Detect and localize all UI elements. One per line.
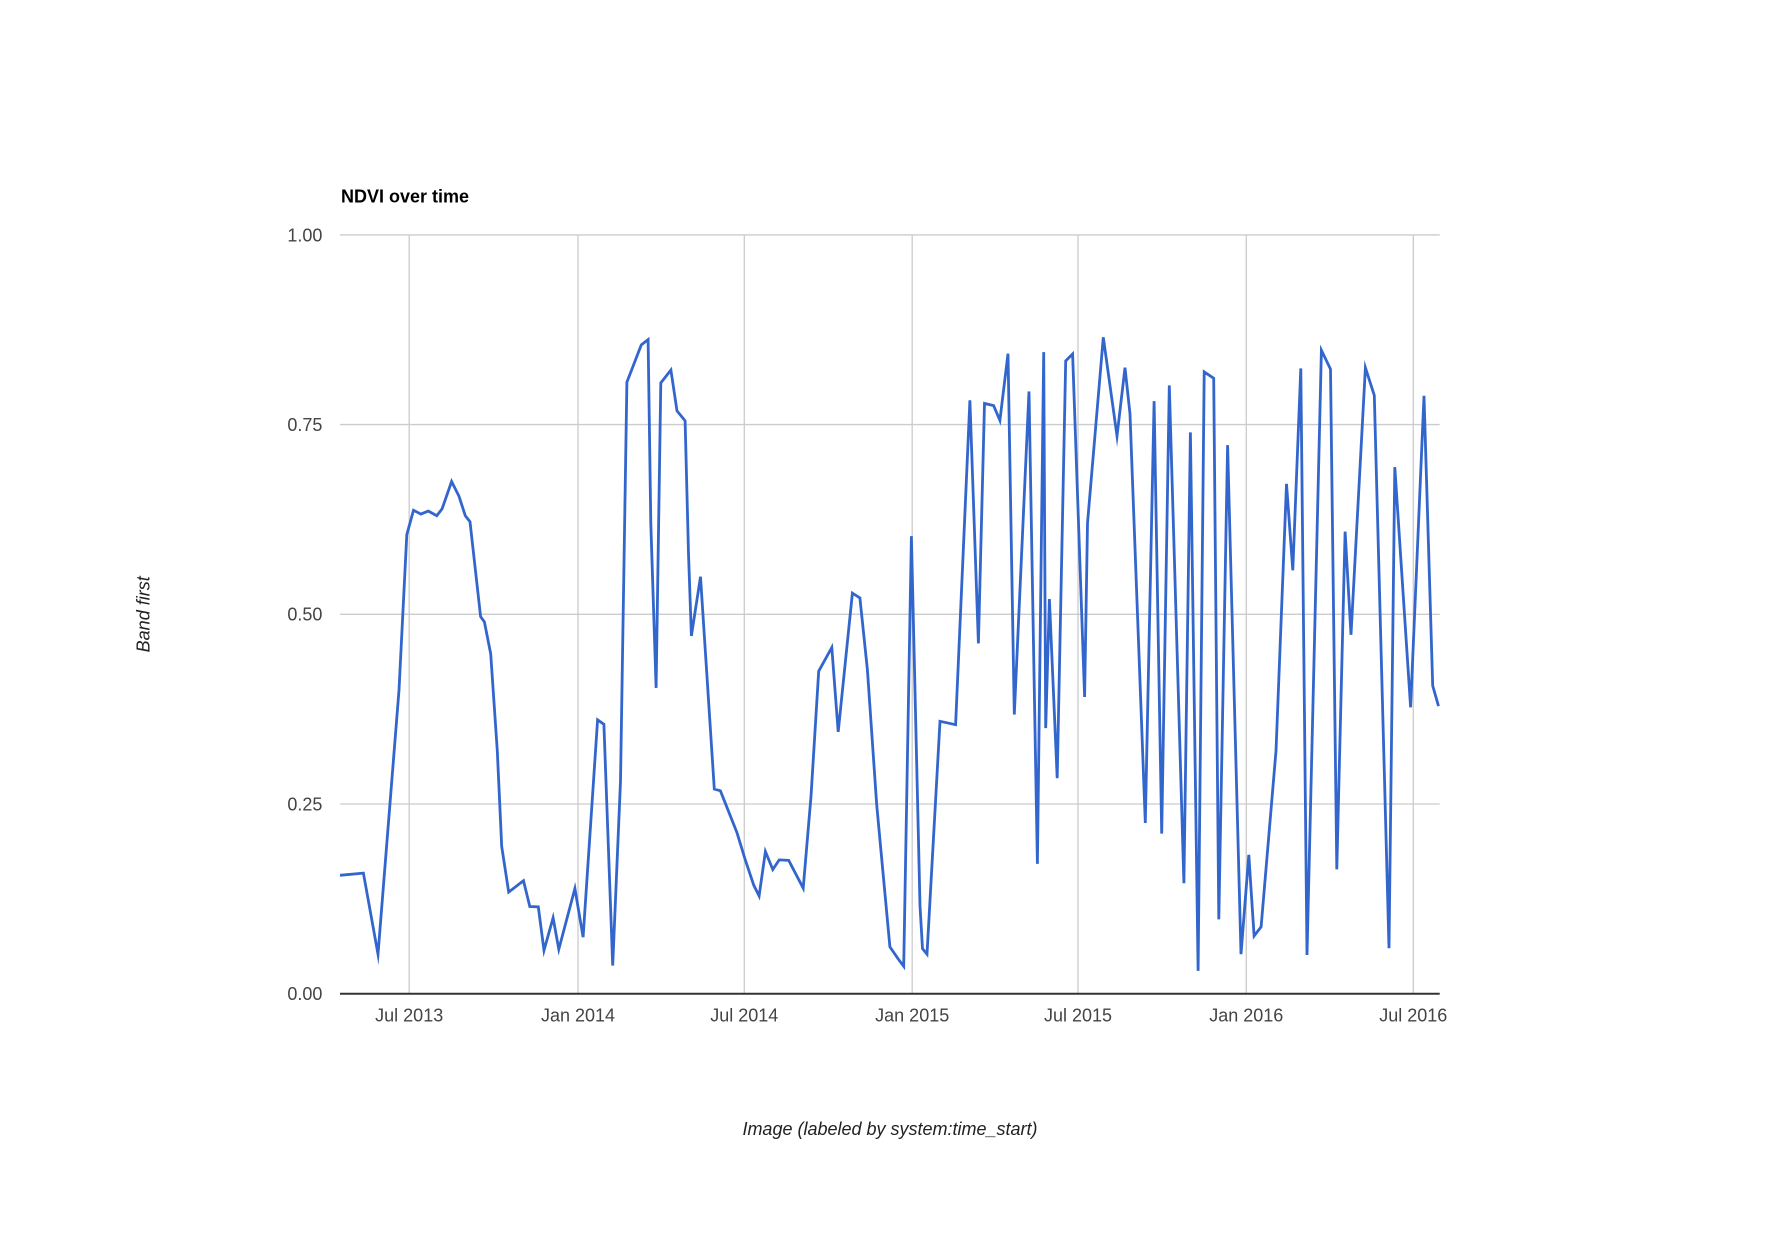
svg-text:NDVI over time: NDVI over time (341, 187, 469, 207)
svg-text:0.25: 0.25 (287, 794, 322, 814)
svg-text:Jul 2016: Jul 2016 (1379, 1005, 1447, 1025)
svg-text:Jul 2013: Jul 2013 (375, 1005, 443, 1025)
svg-text:Jan 2015: Jan 2015 (875, 1005, 949, 1025)
svg-text:Jul 2014: Jul 2014 (710, 1005, 778, 1025)
svg-text:0.75: 0.75 (287, 415, 322, 435)
svg-text:Image (labeled by system:time_: Image (labeled by system:time_start) (742, 1119, 1037, 1139)
svg-text:Band first: Band first (133, 575, 153, 652)
svg-text:Jan 2016: Jan 2016 (1209, 1005, 1283, 1025)
svg-text:0.00: 0.00 (287, 984, 322, 1004)
svg-text:0.50: 0.50 (287, 605, 322, 625)
svg-text:Jan 2014: Jan 2014 (541, 1005, 615, 1025)
svg-text:1.00: 1.00 (287, 225, 322, 245)
svg-text:Jul 2015: Jul 2015 (1044, 1005, 1112, 1025)
